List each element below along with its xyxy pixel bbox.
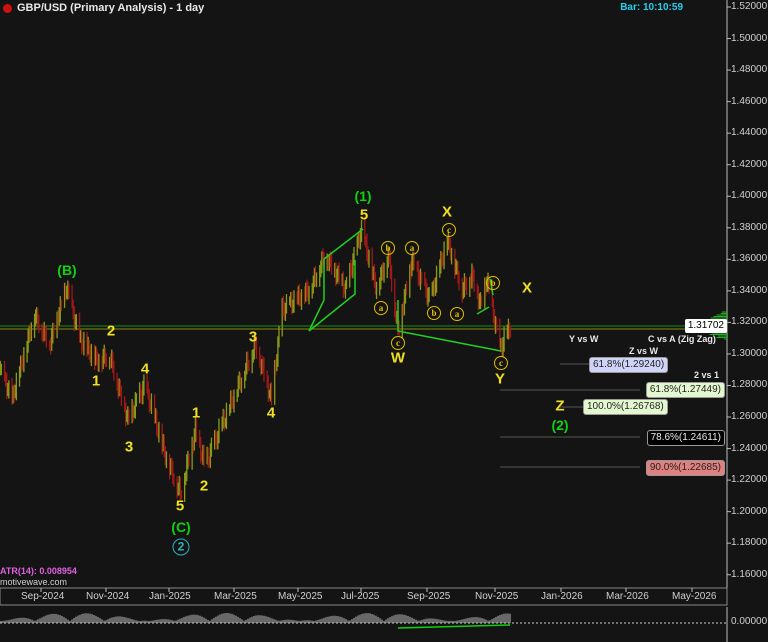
price-tick-label: 1.38000 xyxy=(731,221,768,233)
wave-label: 2 xyxy=(106,322,116,340)
circled-wave-label: b xyxy=(381,241,395,255)
fib-level-label: 78.6%(1.24611) xyxy=(646,430,725,446)
price-tick-label: 1.30000 xyxy=(731,347,768,359)
chart-header: GBP/USD (Primary Analysis) - 1 day Bar: … xyxy=(0,0,727,18)
price-tick-label: 1.32000 xyxy=(731,316,768,328)
fib-level-label: 100.0%(1.26768) xyxy=(583,399,668,415)
indicator-zero-label: 0.00000 xyxy=(731,616,768,627)
time-tick-label: May-2025 xyxy=(278,591,323,602)
circled-wave-label: a xyxy=(374,301,388,315)
price-tick-label: 1.50000 xyxy=(731,32,768,44)
fib-header: Z vs W xyxy=(629,346,659,356)
price-tick-label: 1.22000 xyxy=(731,474,768,486)
price-tick-label: 1.46000 xyxy=(731,95,768,107)
wave-label: 3 xyxy=(124,438,134,456)
price-tick-label: 1.40000 xyxy=(731,190,768,202)
wave-label: X xyxy=(521,279,533,297)
time-tick-label: Sep-2024 xyxy=(21,591,65,602)
fib-header: C vs A (Zig Zag) xyxy=(648,334,716,344)
circled-wave-label: c xyxy=(391,336,405,350)
time-tick-label: Mar-2026 xyxy=(606,591,649,602)
triangle-line xyxy=(476,306,490,315)
circled-wave-label: c xyxy=(442,223,456,237)
price-tick-label: 1.34000 xyxy=(731,284,768,296)
channel-lower-line xyxy=(308,260,356,332)
wave-label: 5 xyxy=(359,206,369,224)
price-tick-label: 1.20000 xyxy=(731,505,768,517)
time-tick-label: Mar-2025 xyxy=(214,591,257,602)
time-axis xyxy=(0,587,728,606)
wave-label: W xyxy=(390,349,406,367)
current-price-tag: 1.31702 xyxy=(684,319,727,333)
price-tick-label: 1.24000 xyxy=(731,442,768,454)
circled-wave-label: b xyxy=(486,276,500,290)
price-tick-label: 1.42000 xyxy=(731,158,768,170)
price-tick-label: 1.26000 xyxy=(731,411,768,423)
indicator-trendline xyxy=(397,624,511,629)
circled-wave-label: a xyxy=(405,241,419,255)
time-tick-label: Nov-2025 xyxy=(475,591,519,602)
wave-label: Z xyxy=(555,397,565,415)
wave-label: 3 xyxy=(248,328,258,346)
fib-header: 2 vs 1 xyxy=(694,370,720,380)
atr-label: ATR(14): 0.008954 xyxy=(0,566,77,576)
bar-time: Bar: 10:10:59 xyxy=(620,2,683,13)
plot-area xyxy=(0,0,727,588)
watermark: motivewave.com xyxy=(0,577,68,587)
channel-upper-line xyxy=(323,228,364,300)
price-tick-label: 1.44000 xyxy=(731,127,768,139)
fib-level-label: 90.0%(1.22685) xyxy=(645,460,725,476)
wave-label: 1 xyxy=(91,372,101,390)
wave-label: 1 xyxy=(191,404,201,422)
channel-left-line xyxy=(308,299,325,332)
price-tick-label: 1.36000 xyxy=(731,253,768,265)
status-dot-icon xyxy=(3,4,12,13)
time-tick-label: Jan-2026 xyxy=(541,591,583,602)
wy-line xyxy=(397,300,502,352)
price-tick-label: 1.48000 xyxy=(731,64,768,76)
fib-level-label: 61.8%(1.27449) xyxy=(645,382,725,398)
price-tick-label: 1.28000 xyxy=(731,379,768,391)
wave-label: 2 xyxy=(199,477,209,495)
time-tick-label: Sep-2025 xyxy=(407,591,451,602)
circled-wave-label: a xyxy=(450,307,464,321)
circled-wave-label: b xyxy=(427,306,441,320)
wave-label: (1) xyxy=(354,188,372,204)
circled-degree-label: 2 xyxy=(172,538,190,556)
circled-wave-label: c xyxy=(494,356,508,370)
price-tick-label: 1.52000 xyxy=(731,1,768,12)
wave-label: Y xyxy=(494,370,506,388)
chart-title: GBP/USD (Primary Analysis) - 1 day xyxy=(17,2,205,14)
wave-label: 4 xyxy=(266,404,276,422)
wave-label: 4 xyxy=(140,360,150,378)
fib-level-label: 61.8%(1.29240) xyxy=(589,357,669,373)
price-tick-label: 1.16000 xyxy=(731,568,768,580)
wave-label: 5 xyxy=(175,497,185,515)
price-tick-label: 1.18000 xyxy=(731,537,768,549)
fib-header: Y vs W xyxy=(569,334,599,344)
time-tick-label: Jul-2025 xyxy=(341,591,380,602)
wave-label: (C) xyxy=(171,519,191,535)
wave-label: (B) xyxy=(57,262,77,278)
time-tick-label: May-2026 xyxy=(672,591,717,602)
wave-label: (2) xyxy=(551,417,569,433)
time-tick-label: Jan-2025 xyxy=(149,591,191,602)
wave-label: X xyxy=(441,203,453,221)
time-tick-label: Nov-2024 xyxy=(86,591,130,602)
